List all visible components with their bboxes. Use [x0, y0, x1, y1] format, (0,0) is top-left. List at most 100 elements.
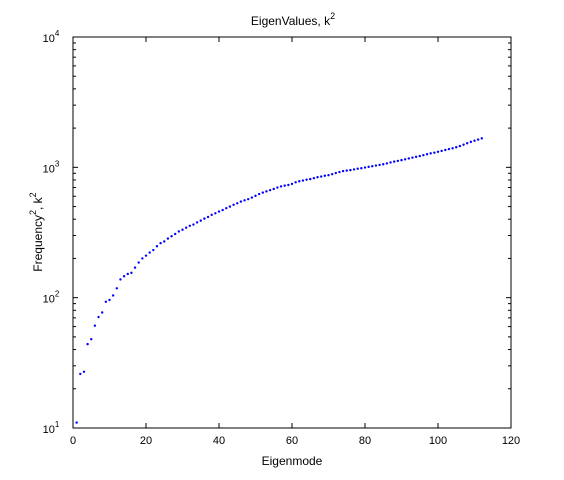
y-axis-label-superscript-2: 2 [28, 192, 38, 197]
data-point [86, 342, 89, 346]
data-point [327, 174, 330, 177]
x-tick-label: 100 [429, 435, 447, 447]
data-point [236, 202, 239, 205]
data-point [360, 167, 363, 170]
data-point [345, 169, 348, 172]
y-tick-label: 101 [43, 420, 60, 436]
data-point [97, 315, 100, 319]
data-point [422, 153, 425, 157]
data-point [170, 235, 173, 238]
data-point [254, 194, 257, 198]
data-point [451, 147, 454, 150]
data-point [301, 179, 305, 182]
data-point [195, 221, 199, 224]
data-point [393, 160, 396, 163]
data-point [184, 226, 188, 229]
x-tick-label: 80 [359, 435, 371, 447]
data-point [367, 165, 370, 169]
data-point [371, 165, 374, 168]
x-tick-label: 120 [502, 435, 520, 447]
data-point [436, 150, 440, 153]
data-point [137, 261, 140, 264]
data-point [265, 190, 268, 193]
data-point [247, 197, 250, 201]
data-point [400, 158, 403, 162]
data-point [115, 287, 119, 290]
data-point [462, 143, 465, 146]
chart-title-superscript: 2 [330, 11, 335, 21]
data-point [458, 144, 462, 148]
data-point [203, 217, 206, 220]
data-point [444, 148, 447, 152]
data-point [418, 154, 421, 158]
data-point [166, 237, 170, 240]
y-tick-label-exponent: 2 [55, 290, 60, 299]
data-point [309, 177, 312, 181]
y-tick-label-base: 10 [43, 424, 55, 436]
data-point [181, 228, 184, 231]
data-point [287, 183, 290, 187]
data-point [341, 169, 345, 173]
data-point [232, 203, 235, 206]
data-point [411, 156, 414, 159]
data-point [290, 182, 294, 186]
data-point [228, 205, 232, 208]
x-axis-label: Eigenmode [262, 454, 323, 468]
data-point [126, 272, 129, 276]
data-point [378, 163, 381, 167]
data-point [276, 186, 279, 189]
data-point [374, 164, 378, 167]
data-point [133, 266, 137, 269]
y-tick-label-base: 10 [43, 163, 55, 175]
data-point [159, 241, 162, 245]
data-point [214, 212, 217, 215]
data-point [141, 257, 144, 260]
data-point [119, 278, 122, 281]
data-point [199, 219, 202, 222]
data-point [122, 275, 126, 278]
data-point [210, 213, 213, 217]
y-tick-label-base: 10 [43, 33, 55, 45]
data-point [82, 370, 86, 373]
data-point [268, 188, 272, 192]
data-point [101, 311, 104, 314]
data-point [382, 163, 385, 166]
y-axis-label: Frequency2, k2 [28, 192, 45, 271]
data-point [349, 168, 352, 172]
data-point [352, 168, 356, 171]
data-point [396, 159, 400, 163]
x-tick-label: 0 [70, 435, 76, 447]
y-tick-label: 102 [43, 290, 60, 306]
data-point [250, 196, 254, 199]
y-axis-label-superscript-1: 2 [28, 210, 38, 215]
data-point [407, 157, 410, 160]
data-point [330, 172, 334, 176]
data-point [316, 176, 319, 179]
data-point [192, 223, 195, 226]
data-point [79, 372, 82, 376]
y-tick-label-base: 10 [43, 294, 55, 306]
data-point [356, 167, 359, 170]
data-point [239, 200, 243, 203]
data-point [163, 240, 166, 243]
data-point [334, 171, 337, 175]
data-point [152, 248, 155, 252]
y-tick-label: 103 [43, 159, 60, 175]
data-point [447, 147, 451, 151]
y-tick-label: 104 [43, 29, 60, 45]
data-point [206, 215, 210, 219]
data-point [469, 140, 473, 144]
plot-area [72, 36, 512, 429]
data-point [108, 298, 111, 302]
data-point [466, 142, 469, 145]
data-point [473, 139, 476, 142]
data-point [217, 210, 221, 213]
data-point [188, 224, 191, 227]
data-point [363, 166, 367, 169]
data-point [279, 185, 283, 188]
x-axis-ticks: 0 20 40 60 80 100 120 [70, 37, 520, 447]
data-point [104, 300, 108, 303]
data-point [221, 208, 224, 212]
x-tick-label: 20 [140, 435, 152, 447]
